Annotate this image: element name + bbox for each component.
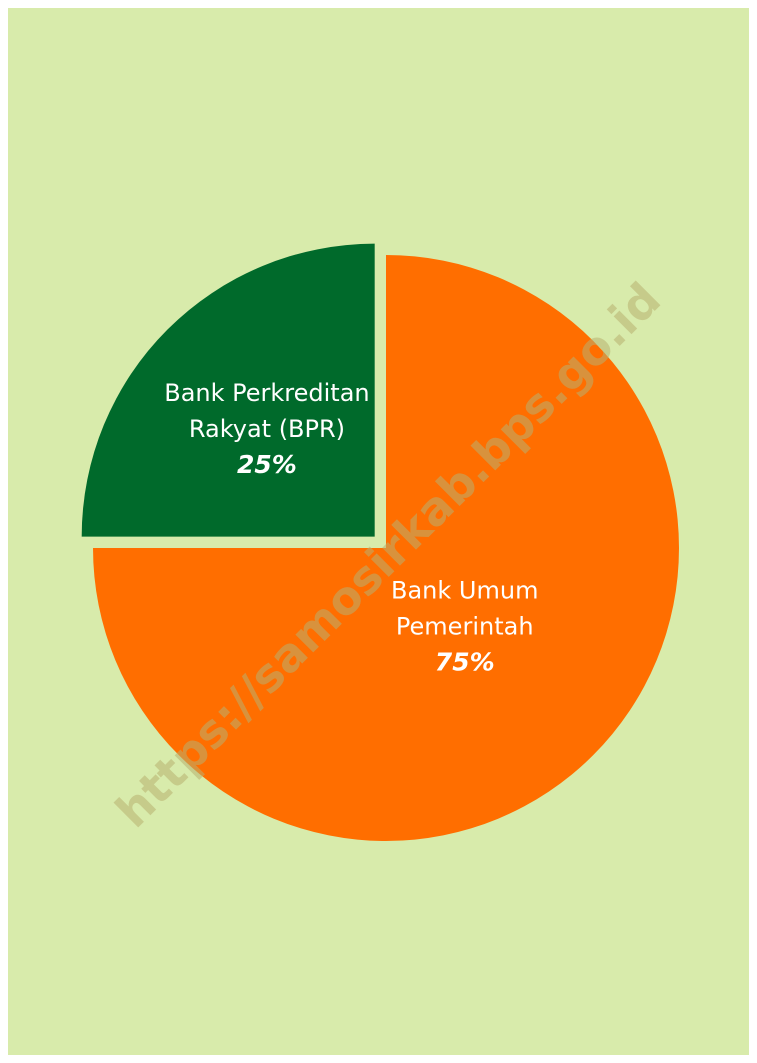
- pie-slice-bank-umum-pemerintah: [93, 255, 679, 841]
- slice-label-bank-perkreditan-rakyat-bpr-line-1: Bank Perkreditan: [164, 379, 369, 407]
- slice-label-bank-umum-pemerintah-line-1: Bank Umum: [391, 577, 538, 605]
- slice-label-bank-umum-pemerintah-line-2: Pemerintah: [396, 613, 534, 641]
- pie-slices: [81, 243, 679, 841]
- slice-label-bank-perkreditan-rakyat-bpr-line-2: Rakyat (BPR): [189, 415, 345, 443]
- slice-value-bank-perkreditan-rakyat-bpr: 25%: [237, 450, 297, 479]
- pie-slice-bank-perkreditan-rakyat-bpr: [81, 243, 375, 537]
- slice-value-bank-umum-pemerintah: 75%: [435, 648, 495, 677]
- slice-labels: Bank Umum Pemerintah 75% Bank Perkreditan Ra…: [164, 379, 538, 677]
